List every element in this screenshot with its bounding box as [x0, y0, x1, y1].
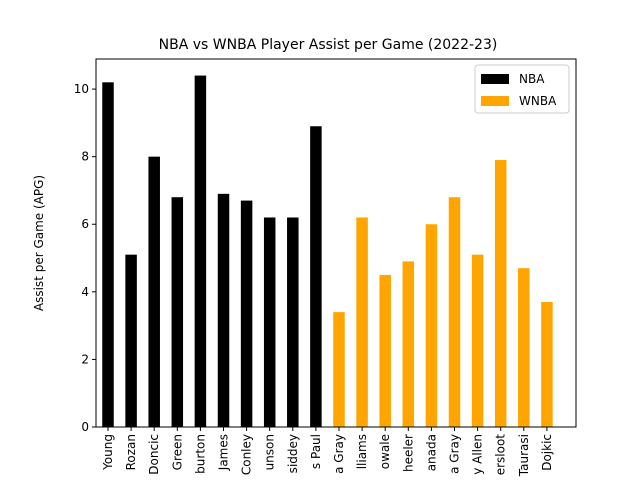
- bar: [171, 197, 184, 427]
- bar: [125, 254, 137, 427]
- x-tick-label: owale: [378, 434, 392, 469]
- bar: [287, 217, 299, 427]
- x-tick-label: heeler: [401, 434, 415, 472]
- x-tick-label: y Allen: [471, 434, 485, 475]
- x-tick-label: Rozan: [124, 434, 138, 470]
- x-tick-label: a Gray: [332, 434, 346, 474]
- legend-swatch: [481, 96, 509, 106]
- bar: [448, 197, 461, 427]
- bar: [518, 268, 530, 427]
- bar: [356, 217, 368, 427]
- legend-label: NBA: [519, 72, 545, 86]
- bar: [217, 193, 230, 427]
- x-tick-label: s Paul: [309, 434, 323, 469]
- x-tick-label: a Gray: [448, 434, 462, 474]
- x-tick-label: Doncic: [147, 434, 161, 475]
- y-tick-label: 10: [74, 82, 89, 96]
- y-tick-label: 0: [81, 420, 89, 434]
- plot-frame: [95, 58, 577, 428]
- x-tick-label: Taurasi: [517, 434, 531, 477]
- x-tick-label: Green: [170, 434, 184, 470]
- bar: [425, 224, 438, 427]
- x-tick-label: Dojkic: [540, 434, 554, 471]
- bar: [333, 312, 345, 427]
- x-tick-label: Young: [101, 434, 115, 471]
- bar: [471, 254, 484, 427]
- bar: [148, 156, 160, 428]
- legend: NBA WNBA: [474, 64, 570, 114]
- bar: [402, 261, 415, 427]
- y-tick-label: 2: [81, 352, 89, 366]
- x-tick-label: siddey: [286, 434, 300, 473]
- y-tick-label: 6: [81, 217, 89, 231]
- chart-title: NBA vs WNBA Player Assist per Game (2022…: [159, 37, 498, 53]
- x-tick-label: unson: [263, 434, 277, 470]
- bar: [541, 301, 553, 427]
- x-tick-label: anada: [424, 434, 438, 471]
- x-tick-label: lliams: [355, 434, 369, 469]
- bar: [240, 200, 253, 427]
- x-tick-label: Conley: [240, 434, 254, 475]
- bar: [310, 126, 322, 428]
- x-tick-label: James: [217, 434, 231, 471]
- bar: [194, 75, 207, 427]
- bar: [494, 160, 507, 427]
- bar: [102, 82, 114, 427]
- x-tick-label: ersloot: [494, 434, 508, 476]
- y-axis-label: Assist per Game (APG): [32, 175, 46, 311]
- y-tick-label: 8: [81, 150, 89, 164]
- x-tick-label: burton: [193, 434, 207, 474]
- legend-swatch: [481, 74, 509, 84]
- bar: [263, 217, 276, 427]
- bar: [379, 274, 391, 427]
- y-tick-label: 4: [81, 285, 89, 299]
- legend-label: WNBA: [519, 94, 557, 108]
